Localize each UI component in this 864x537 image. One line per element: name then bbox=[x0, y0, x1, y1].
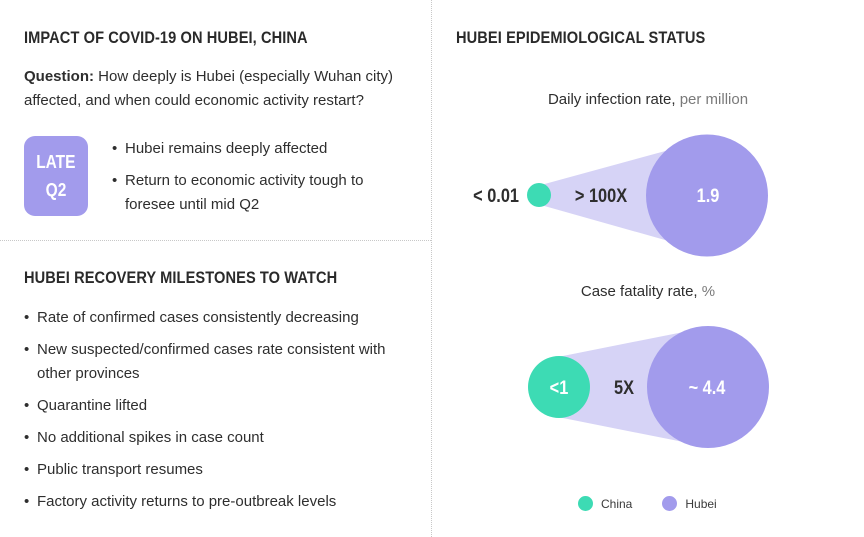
hubei-legend-swatch bbox=[662, 496, 678, 511]
china-fatality-circle bbox=[528, 356, 590, 418]
legend-item-china: China bbox=[578, 496, 632, 511]
hubei-infection-circle bbox=[646, 134, 768, 257]
impact-bullet-list: Hubei remains deeply affected Return to … bbox=[112, 137, 422, 225]
china-infection-circle bbox=[527, 183, 551, 207]
china-fatality-value: <1 bbox=[550, 377, 569, 398]
milestone-item: No additional spikes in case count bbox=[24, 426, 424, 450]
milestones-title: HUBEI RECOVERY MILESTONES TO WATCH bbox=[24, 268, 338, 287]
fatality-label-text: Case fatality rate, bbox=[580, 283, 698, 300]
legend: China Hubei bbox=[578, 496, 747, 511]
milestone-item: Quarantine lifted bbox=[24, 394, 424, 418]
hubei-infection-value: 1.9 bbox=[697, 185, 720, 206]
hubei-fatality-circle bbox=[647, 326, 769, 448]
fatality-ratio: 5X bbox=[614, 377, 634, 398]
question-label: Question: bbox=[24, 68, 94, 85]
question-body: How deeply is Hubei (especially Wuhan ci… bbox=[24, 68, 394, 109]
impact-title: IMPACT OF COVID-19 ON HUBEI, CHINA bbox=[24, 28, 308, 47]
legend-label: Hubei bbox=[685, 496, 717, 511]
china-legend-swatch bbox=[578, 496, 593, 511]
milestone-item: Rate of confirmed cases consistently dec… bbox=[24, 306, 424, 330]
badge-line2: Q2 bbox=[45, 180, 67, 200]
impact-bullet: Hubei remains deeply affected bbox=[112, 137, 422, 161]
badge-line1: LATE bbox=[36, 152, 76, 172]
timing-badge: LATE Q2 bbox=[24, 136, 88, 216]
fatality-rate-label: Case fatality rate, % bbox=[432, 283, 864, 300]
legend-item-hubei: Hubei bbox=[662, 496, 717, 511]
question-text: Question: How deeply is Hubei (especiall… bbox=[24, 65, 424, 113]
fatality-unit: % bbox=[701, 283, 716, 300]
milestone-item: Public transport resumes bbox=[24, 458, 424, 482]
milestone-item: New suspected/confirmed cases rate consi… bbox=[24, 338, 387, 386]
milestones-list: Rate of confirmed cases consistently dec… bbox=[24, 306, 424, 522]
horizontal-divider bbox=[0, 240, 431, 241]
vertical-divider bbox=[431, 0, 432, 537]
infection-unit: per million bbox=[679, 91, 749, 108]
infection-label-text: Daily infection rate, bbox=[547, 91, 676, 108]
legend-label: China bbox=[601, 496, 633, 511]
epidemiological-comparison-diagram: < 0.01 > 100X 1.9 <1 5X ~ 4.4 bbox=[473, 134, 769, 448]
status-title: HUBEI EPIDEMIOLOGICAL STATUS bbox=[456, 28, 706, 47]
infection-rate-label: Daily infection rate, per million bbox=[432, 91, 864, 108]
impact-bullet: Return to economic activity tough to for… bbox=[112, 169, 370, 217]
hubei-fatality-value: ~ 4.4 bbox=[689, 377, 726, 398]
china-infection-value: < 0.01 bbox=[473, 185, 519, 206]
infection-ratio: > 100X bbox=[575, 185, 627, 206]
milestone-item: Factory activity returns to pre-outbreak… bbox=[24, 490, 424, 514]
